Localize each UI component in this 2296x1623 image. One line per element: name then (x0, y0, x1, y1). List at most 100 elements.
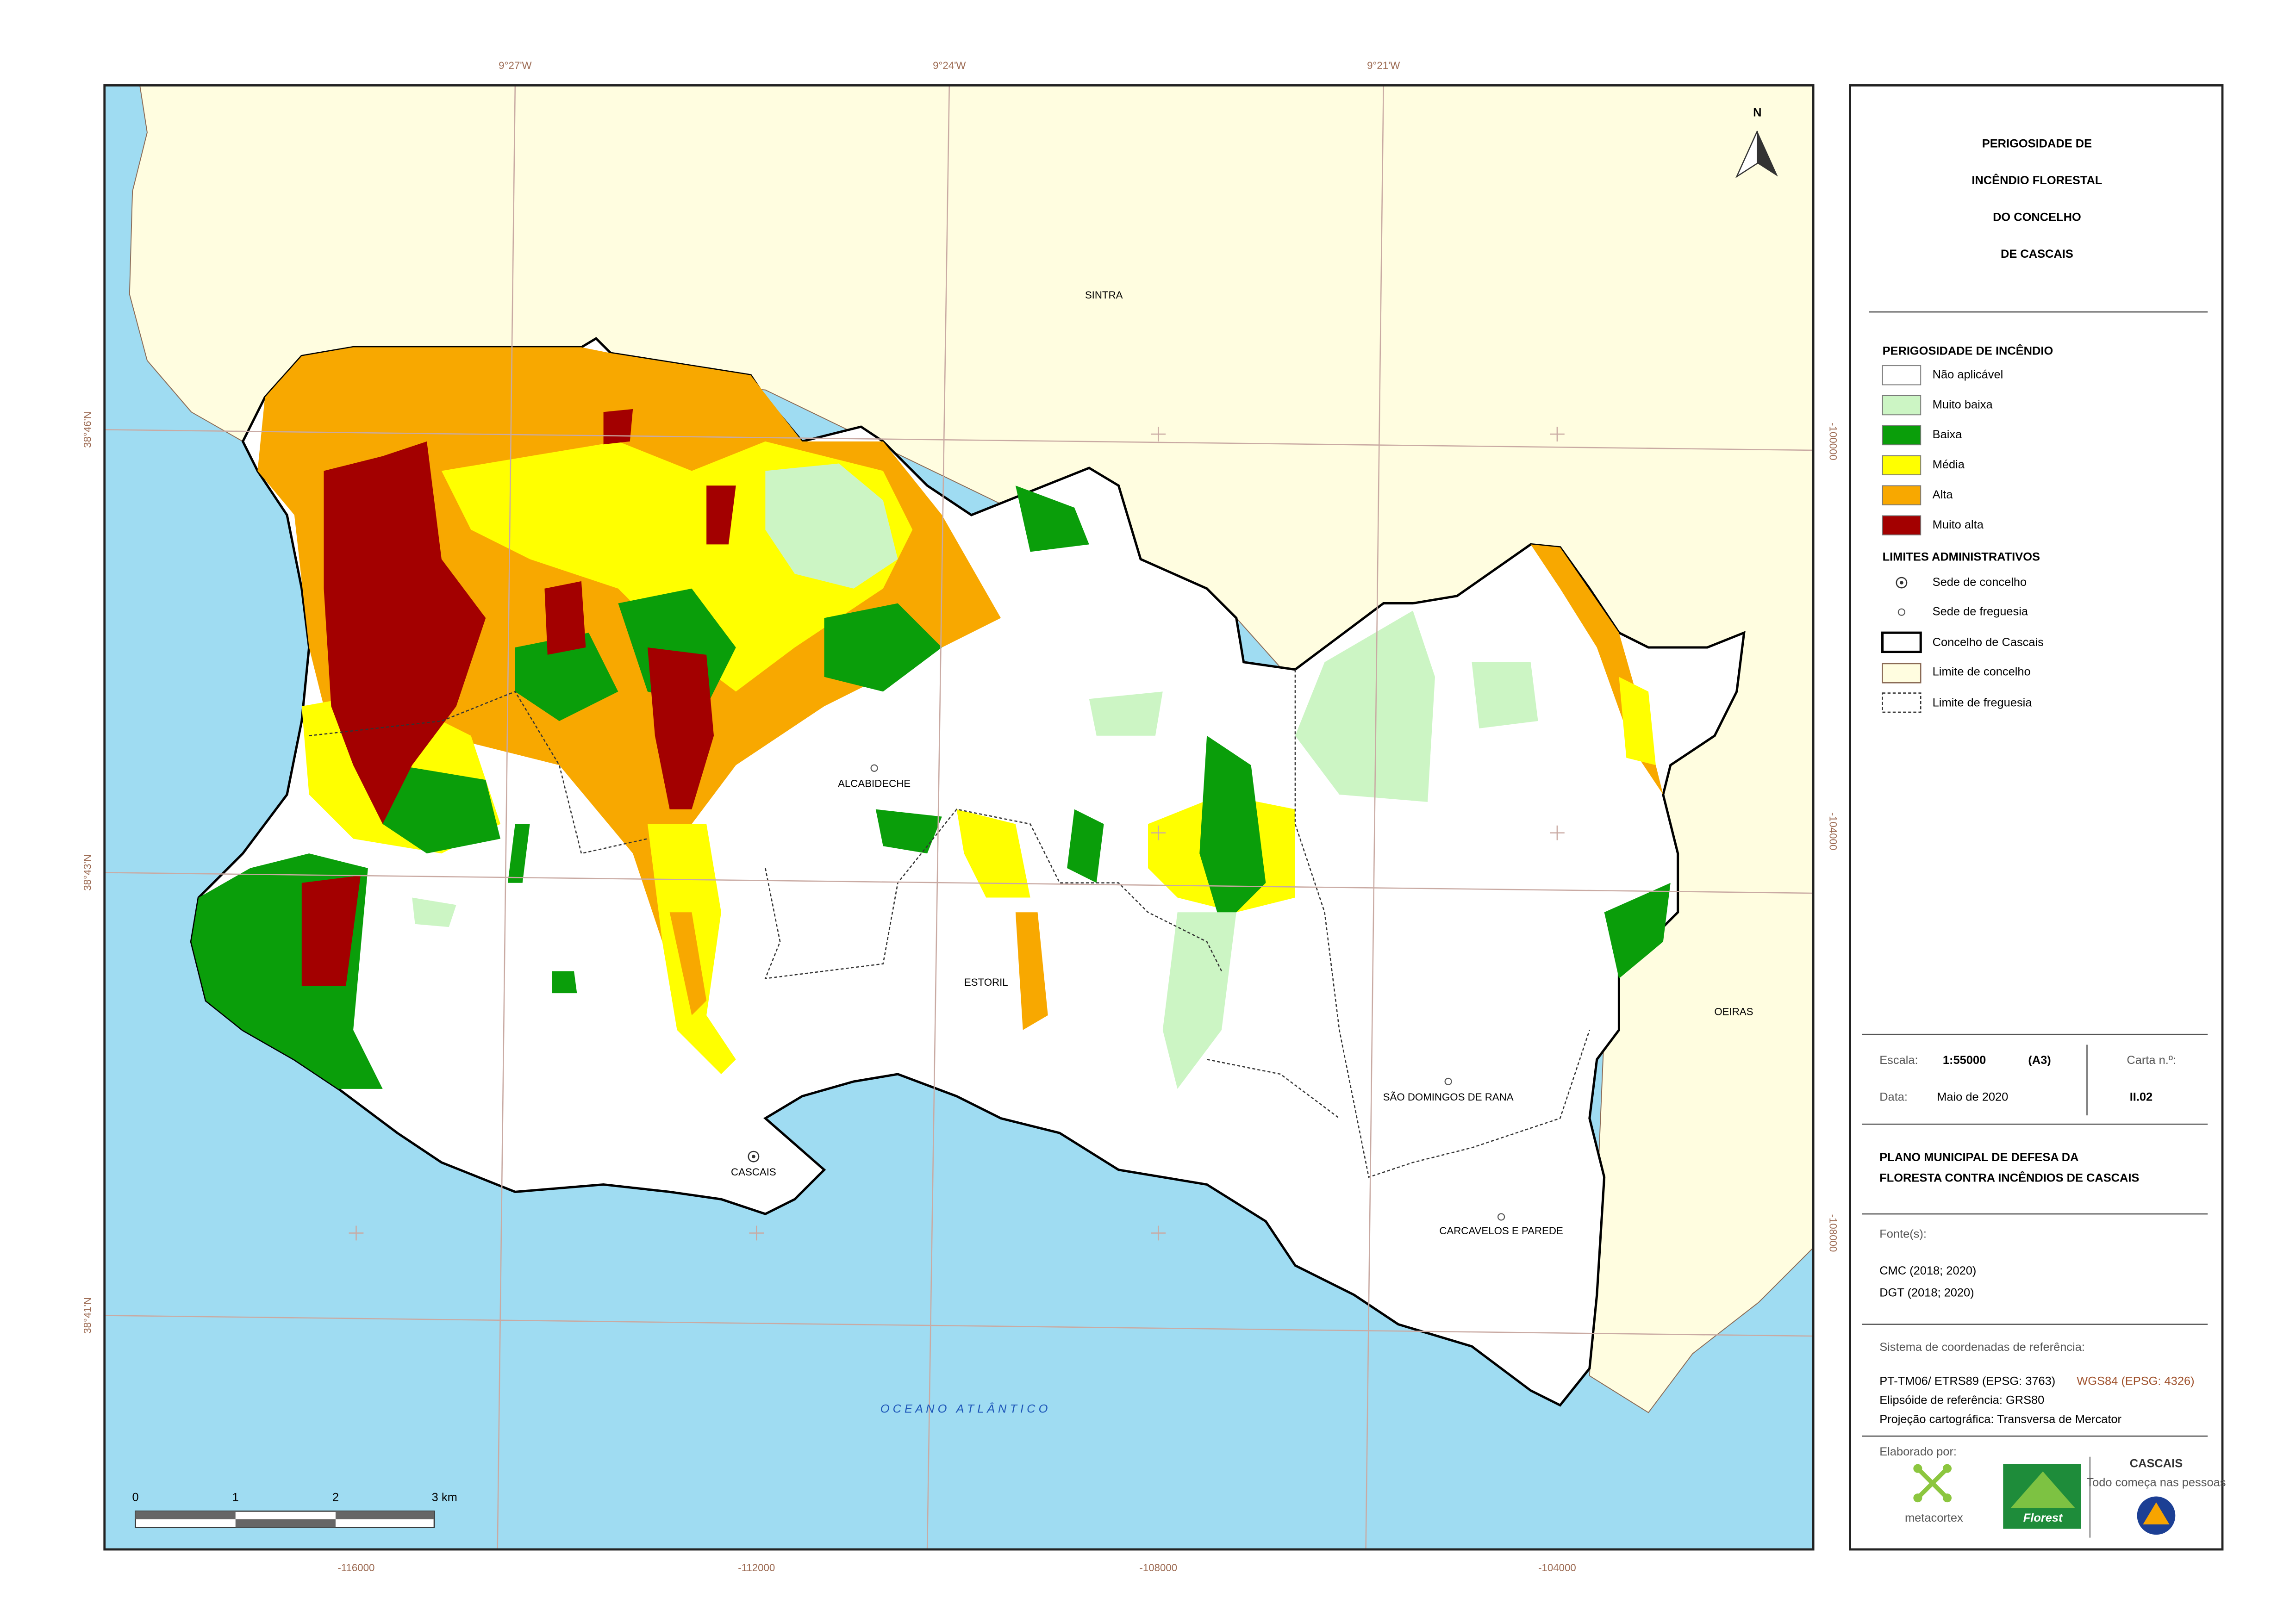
grid-label: 38°41'N (82, 1297, 94, 1334)
grid-part (104, 872, 1814, 894)
logo-text: Florest (2023, 1511, 2063, 1524)
scale-label: 2 (332, 1491, 339, 1504)
legend-label: Sede de concelho (1933, 576, 2027, 589)
map: SINTRA OEIRAS ALCABIDECHE ESTORIL SÃO DO… (82, 60, 1839, 1573)
legend-swatch (1882, 365, 1922, 386)
hazard-areas-part (1472, 662, 1538, 728)
plan-title: FLORESTA CONTRA INCÊNDIOS DE CASCAIS (1879, 1171, 2139, 1185)
grid-part (1365, 85, 1384, 1550)
place-label: CARCAVELOS E PAREDE (1439, 1225, 1563, 1237)
legend-label: Média (1933, 458, 1965, 471)
hazard-areas-part (301, 875, 361, 986)
grid-label: -104000 (1538, 1562, 1576, 1573)
hazard-areas-part (382, 765, 501, 854)
legend: Não aplicável Muito baixa Baixa Média Alta Mu… (1882, 365, 2003, 535)
admin-symbols-part (1897, 608, 1906, 616)
hazard-areas-part (1619, 677, 1656, 765)
grid-label: -112000 (738, 1562, 775, 1573)
metacortex-logo-part (1942, 1493, 1952, 1503)
sources-title: Fonte(s): (1879, 1227, 1927, 1240)
logo-text: Todo começa nas pessoas (2086, 1476, 2226, 1489)
florest-logo-part (2010, 1471, 2076, 1508)
grid-part (104, 429, 1814, 451)
hazard-areas-part (647, 647, 714, 809)
hazard-areas-part (552, 971, 577, 994)
hazard-areas-part (1015, 912, 1048, 1030)
parish-boundaries-part (764, 808, 1223, 979)
ocean-label: O C E A N O A T L Â N T I C O (880, 1402, 1048, 1416)
source: DGT (2018; 2020) (1879, 1287, 1974, 1300)
grid-label: 9°21'W (1367, 60, 1400, 71)
seats-part (870, 764, 878, 772)
legend-swatch (1882, 485, 1922, 505)
title: INCÊNDIO FLORESTAL (1972, 173, 2102, 187)
legend-label: Muito alta (1933, 518, 1984, 531)
hazard-areas-part (1199, 735, 1266, 927)
admin-symbols (1881, 577, 1922, 713)
place-label: SÃO DOMINGOS DE RANA (1383, 1091, 1514, 1103)
metacortex-logo-part (1913, 1493, 1922, 1503)
legend-swatch (1882, 395, 1922, 416)
source: CMC (2018; 2020) (1879, 1264, 1976, 1277)
scale-bar-part (335, 1511, 434, 1519)
grid-part (104, 1315, 1814, 1337)
crs-title: Sistema de coordenadas de referência: (1879, 1341, 2085, 1354)
sheet-number: II.02 (2130, 1091, 2152, 1104)
place-label: OEIRAS (1714, 1006, 1753, 1017)
civil-protection-logo (2143, 1502, 2170, 1524)
legend-label: Alta (1933, 488, 1953, 501)
grid-part (497, 85, 516, 1550)
hazard-areas-part (507, 824, 530, 883)
panel-frame (1849, 84, 2224, 1551)
scale-label: 3 km (432, 1491, 457, 1504)
legend-swatch (1882, 515, 1922, 535)
grid-label: 38°43'N (82, 854, 94, 891)
hazard-areas-part (1604, 883, 1671, 979)
hazard-areas-part (515, 633, 618, 721)
admin-symbols-part (1882, 692, 1922, 713)
grid-label: 38°46'N (82, 411, 94, 448)
scale-label: 0 (132, 1491, 138, 1504)
hazard-areas-part (1067, 809, 1104, 883)
legend-title: LIMITES ADMINISTRATIVOS (1883, 551, 2040, 564)
date: Maio de 2020 (1937, 1091, 2008, 1104)
north-arrow-part (1757, 131, 1778, 177)
parish-boundaries-part (1206, 1058, 1340, 1119)
legend-label: Concelho de Cascais (1933, 636, 2044, 649)
place-label: SINTRA (1085, 289, 1123, 301)
metacortex-logo-part (1942, 1464, 1952, 1473)
hazard-areas-part (544, 581, 586, 655)
place-label: ALCABIDECHE (838, 778, 911, 790)
hazard-areas-part (875, 809, 942, 854)
field-label: Data: (1879, 1091, 1908, 1104)
grid-label: 9°27'W (499, 60, 531, 71)
plan-title: PLANO MUNICIPAL DE DEFESA DA (1879, 1151, 2078, 1164)
side-panel: PERIGOSIDADE DE INCÊNDIO FLORESTAL DO CO… (1849, 84, 2226, 1551)
seats (748, 764, 1505, 1221)
hazard-areas-part (324, 441, 486, 824)
admin-symbols-part (1881, 631, 1922, 653)
hazard-areas (191, 347, 1671, 1089)
legend-label: Sede de freguesia (1933, 605, 2028, 618)
legend-title: PERIGOSIDADE DE INCÊNDIO (1883, 344, 2053, 358)
field-label: Escala: (1879, 1054, 1918, 1067)
admin-symbols-part (1900, 581, 1903, 585)
parish-boundaries-part (309, 690, 648, 854)
grid-label: 9°24'W (933, 60, 966, 71)
grid-label: -104000 (1828, 813, 1839, 851)
grid (104, 85, 1814, 1550)
parish-boundaries-part (1294, 669, 1591, 1178)
legend-label: Limite de concelho (1933, 665, 2031, 678)
legend-label: Limite de freguesia (1933, 696, 2033, 709)
hazard-areas-part (412, 897, 456, 927)
map-frame (103, 84, 1815, 1551)
title: PERIGOSIDADE DE (1982, 137, 2092, 150)
grid-label: -108000 (1139, 1562, 1177, 1573)
grid-label: -116000 (337, 1562, 374, 1573)
metacortex-logo: metacortex (1905, 1464, 1963, 1524)
hazard-areas-part (1015, 485, 1089, 552)
title: DE CASCAIS (2001, 248, 2073, 261)
metacortex-logo-part (1913, 1464, 1922, 1473)
hazard-areas-part (706, 485, 736, 545)
